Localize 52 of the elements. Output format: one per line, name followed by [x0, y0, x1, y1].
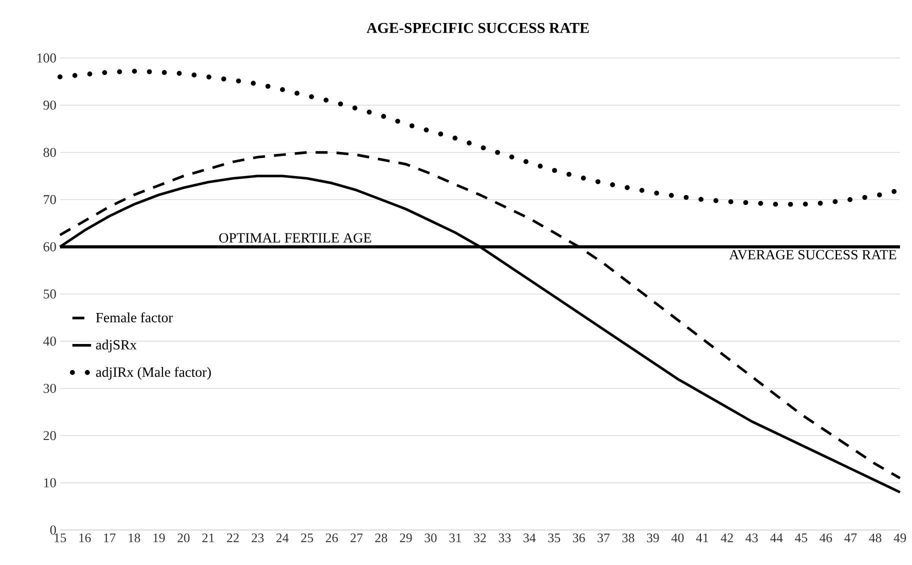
x-tick-label: 20 — [178, 534, 190, 542]
x-tick-label: 15 — [54, 534, 66, 542]
x-tick-label: 48 — [869, 534, 882, 542]
y-tick-label: 30 — [44, 384, 56, 393]
x-tick-label: 34 — [524, 534, 536, 542]
x-tick-label: 19 — [153, 534, 165, 542]
y-tick-label: 40 — [43, 336, 56, 346]
x-tick-label: 18 — [128, 534, 140, 542]
y-tick-label: 20 — [44, 431, 56, 440]
x-tick-label: 41 — [696, 534, 708, 542]
x-tick-label: 17 — [104, 534, 116, 542]
x-tick-label: 46 — [820, 534, 832, 542]
y-tick-label: 60 — [44, 242, 56, 252]
y-tick-label: 10 — [44, 478, 56, 488]
x-tick-label: 43 — [746, 534, 758, 542]
legend-label: adjIRx (Male factor) — [96, 366, 211, 380]
x-tick-label: 21 — [202, 534, 214, 542]
x-tick-label: 42 — [720, 534, 733, 542]
x-tick-label: 47 — [844, 534, 857, 542]
x-tick-label: 45 — [794, 534, 808, 542]
x-tick-label: 22 — [227, 534, 239, 542]
x-tick-label: 36 — [572, 534, 585, 542]
y-tick-label: 90 — [43, 100, 56, 110]
y-tick-label: 0 — [50, 525, 56, 535]
x-tick-label: 39 — [647, 534, 659, 542]
x-tick-label: 40 — [671, 534, 684, 542]
x-tick-label: 24 — [276, 534, 289, 542]
x-tick-label: 25 — [301, 534, 314, 542]
y-tick-label: 70 — [44, 195, 56, 204]
y-tick-label: 80 — [43, 148, 56, 157]
legend-label: adjSRx — [96, 340, 137, 352]
x-tick-label: 27 — [350, 534, 363, 542]
legend-label: Female factor — [96, 312, 173, 322]
x-tick-label: 23 — [252, 534, 264, 542]
x-tick-label: 35 — [548, 534, 560, 542]
x-tick-label: 38 — [622, 534, 634, 542]
x-tick-label: 28 — [375, 534, 388, 542]
x-tick-label: 37 — [598, 534, 610, 542]
chart-title: AGE-SPECIFIC SUCCESS RATE — [366, 22, 589, 34]
annotation: OPTIMAL FERTILE AGE — [219, 233, 372, 243]
x-tick-label: 33 — [498, 534, 511, 542]
x-tick-label: 44 — [770, 534, 783, 542]
x-tick-label: 49 — [894, 534, 906, 542]
x-tick-label: 29 — [400, 534, 412, 542]
y-tick-label: 100 — [37, 53, 56, 63]
x-tick-label: 26 — [326, 534, 338, 542]
x-tick-label: 30 — [424, 534, 437, 542]
x-tick-label: 32 — [474, 534, 486, 542]
x-tick-label: 16 — [79, 534, 91, 542]
y-tick-label: 50 — [44, 289, 56, 299]
x-tick-label: 31 — [449, 534, 462, 542]
ref-line-label: AVERAGE SUCCESS RATE — [729, 250, 896, 260]
